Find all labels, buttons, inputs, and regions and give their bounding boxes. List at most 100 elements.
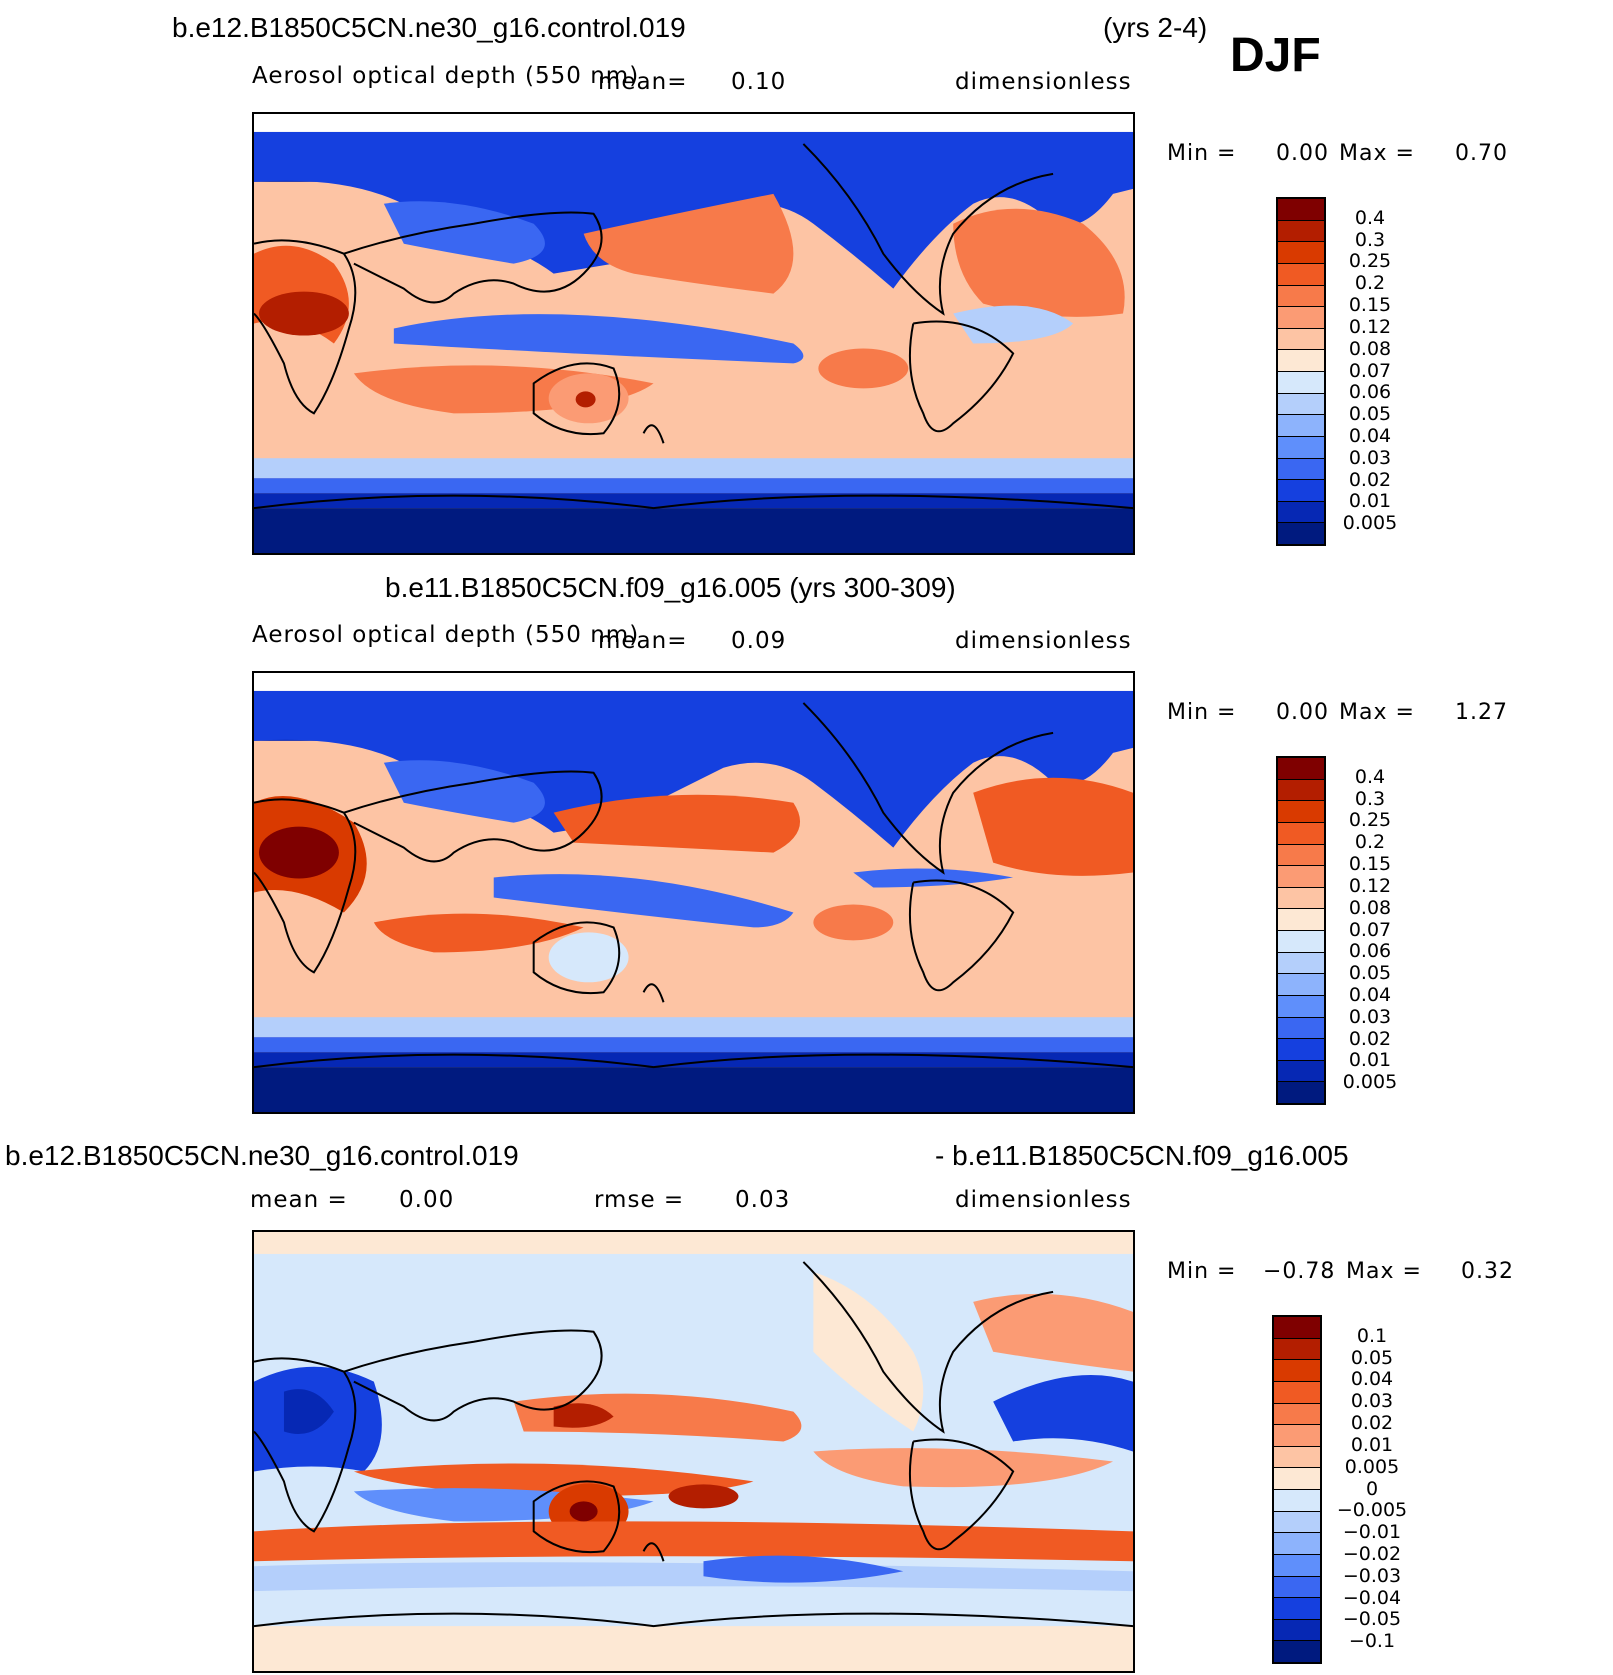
- colorbar-label: 0.07: [1348, 918, 1392, 941]
- colorbar-swatch: [1274, 1445, 1320, 1468]
- colorbar-swatch: [1278, 1059, 1324, 1082]
- panel1-max-value: 0.70: [1455, 141, 1508, 166]
- colorbar-swatch: [1278, 951, 1324, 974]
- colorbar-label: 0.02: [1350, 1412, 1394, 1435]
- colorbar-swatch: [1278, 349, 1324, 371]
- colorbar-label: 0.1: [1356, 1324, 1388, 1347]
- colorbar-label: −0.005: [1336, 1499, 1408, 1522]
- colorbar-label: 0.05: [1348, 962, 1392, 985]
- colorbar-swatch: [1274, 1532, 1320, 1554]
- colorbar-label: 0.05: [1348, 403, 1392, 426]
- colorbar-label: 0.25: [1348, 250, 1392, 273]
- colorbar-swatch: [1278, 414, 1324, 436]
- colorbar-swatch: [1274, 1402, 1320, 1425]
- panel2-mean-label: mean=: [598, 628, 688, 654]
- panel2-max-value: 1.27: [1455, 700, 1508, 725]
- panel2-map: [252, 671, 1135, 1114]
- colorbar-label: 0.05: [1350, 1346, 1394, 1369]
- colorbar-label: 0.04: [1348, 983, 1392, 1006]
- colorbar-swatch: [1278, 994, 1324, 1017]
- colorbar-label: 0.02: [1348, 1027, 1392, 1050]
- colorbar-label: 0.15: [1348, 294, 1392, 317]
- panel1-map-svg: [254, 114, 1133, 553]
- panel2-colorbar: [1276, 756, 1326, 1105]
- colorbar-label: −0.02: [1342, 1542, 1402, 1565]
- colorbar-label: −0.03: [1342, 1564, 1402, 1587]
- panel3-min-label: Min =: [1167, 1259, 1237, 1284]
- colorbar-swatch: [1278, 262, 1324, 285]
- colorbar-swatch: [1278, 908, 1324, 930]
- panel1-min-value: 0.00: [1276, 141, 1329, 166]
- colorbar-swatch: [1274, 1618, 1320, 1641]
- colorbar-label: 0.03: [1350, 1390, 1394, 1413]
- colorbar-label: 0.03: [1348, 446, 1392, 469]
- colorbar-label: 0.06: [1348, 940, 1392, 963]
- panel1-max-label: Max =: [1339, 141, 1415, 166]
- colorbar-swatch: [1278, 435, 1324, 458]
- colorbar-swatch: [1278, 800, 1324, 822]
- colorbar-label: 0.06: [1348, 381, 1392, 404]
- panel2-mean-value: 0.09: [731, 628, 787, 654]
- colorbar-label: −0.05: [1342, 1608, 1402, 1631]
- panel1-case-title: b.e12.B1850C5CN.ne30_g16.control.019: [172, 12, 686, 43]
- panel1-mean-value: 0.10: [731, 69, 787, 95]
- colorbar-label: 0.12: [1348, 874, 1392, 897]
- colorbar-label: 0.15: [1348, 853, 1392, 876]
- panel2-min-value: 0.00: [1276, 700, 1329, 725]
- colorbar-label: 0.005: [1344, 1455, 1400, 1478]
- colorbar-swatch: [1274, 1575, 1320, 1598]
- panel1-map: [252, 112, 1135, 555]
- panel1-min-label: Min =: [1167, 141, 1237, 166]
- colorbar-label: 0.4: [1354, 206, 1386, 229]
- colorbar-swatch: [1278, 1038, 1324, 1060]
- colorbar-swatch: [1278, 371, 1324, 393]
- panel1-colorbar-labels: 0.4 0.3 0.25 0.2 0.15 0.12 0.08 0.07 0.06 0.05 0.0…: [1325, 197, 1415, 546]
- panel1-units: dimensionless: [955, 69, 1132, 95]
- colorbar-label: 0.3: [1354, 787, 1386, 810]
- panel1-case-years: (yrs 2-4): [1103, 12, 1208, 43]
- panel2-case-title: b.e11.B1850C5CN.f09_g16.005 (yrs 300-309…: [385, 572, 956, 603]
- panel2-variable: Aerosol optical depth (550 nm): [252, 622, 640, 648]
- colorbar-label: 0.3: [1354, 228, 1386, 251]
- panel1-colorbar: [1276, 197, 1326, 546]
- panel3-case-title-right: - b.e11.B1850C5CN.f09_g16.005: [935, 1140, 1349, 1171]
- colorbar-label: 0.4: [1354, 765, 1386, 788]
- colorbar-swatch: [1278, 886, 1324, 909]
- colorbar-swatch: [1278, 865, 1324, 887]
- colorbar-swatch: [1278, 457, 1324, 480]
- colorbar-label: 0.12: [1348, 315, 1392, 338]
- panel1-mean-label: mean=: [598, 69, 688, 95]
- colorbar-swatch: [1278, 843, 1324, 866]
- colorbar-swatch: [1278, 219, 1324, 242]
- panel3-colorbar: [1272, 1315, 1322, 1664]
- panel2-colorbar-labels: 0.4 0.3 0.25 0.2 0.15 0.12 0.08 0.07 0.06 0.05 0.0…: [1325, 756, 1415, 1105]
- colorbar-label: 0: [1365, 1477, 1379, 1500]
- panel3-mean-label: mean =: [250, 1187, 348, 1213]
- colorbar-swatch: [1278, 199, 1324, 220]
- colorbar-label: 0.01: [1350, 1433, 1394, 1456]
- colorbar-label: 0.03: [1348, 1005, 1392, 1028]
- colorbar-label: 0.2: [1354, 831, 1386, 854]
- colorbar-label: 0.08: [1348, 896, 1392, 919]
- colorbar-label: 0.2: [1354, 272, 1386, 295]
- panel3-rmse-value: 0.03: [735, 1187, 791, 1213]
- colorbar-swatch: [1278, 1081, 1324, 1103]
- panel2-map-svg: [254, 673, 1133, 1112]
- panel3-mean-value: 0.00: [399, 1187, 455, 1213]
- panel3-rmse-label: rmse =: [594, 1187, 685, 1213]
- colorbar-label: 0.08: [1348, 337, 1392, 360]
- colorbar-swatch: [1274, 1359, 1320, 1381]
- panel3-min-value: −0.78: [1263, 1259, 1336, 1284]
- colorbar-swatch: [1278, 930, 1324, 952]
- panel2-min-label: Min =: [1167, 700, 1237, 725]
- colorbar-swatch: [1278, 522, 1324, 544]
- panel3-colorbar-labels: 0.1 0.05 0.04 0.03 0.02 0.01 0.005 0 −0.005 −0.01…: [1327, 1315, 1417, 1664]
- colorbar-label: −0.04: [1342, 1586, 1402, 1609]
- colorbar-swatch: [1278, 778, 1324, 801]
- colorbar-swatch: [1274, 1424, 1320, 1446]
- colorbar-label: 0.005: [1342, 1071, 1398, 1094]
- colorbar-swatch: [1274, 1467, 1320, 1489]
- colorbar-label: 0.005: [1342, 512, 1398, 535]
- colorbar-label: 0.04: [1350, 1368, 1394, 1391]
- colorbar-label: −0.1: [1348, 1630, 1396, 1653]
